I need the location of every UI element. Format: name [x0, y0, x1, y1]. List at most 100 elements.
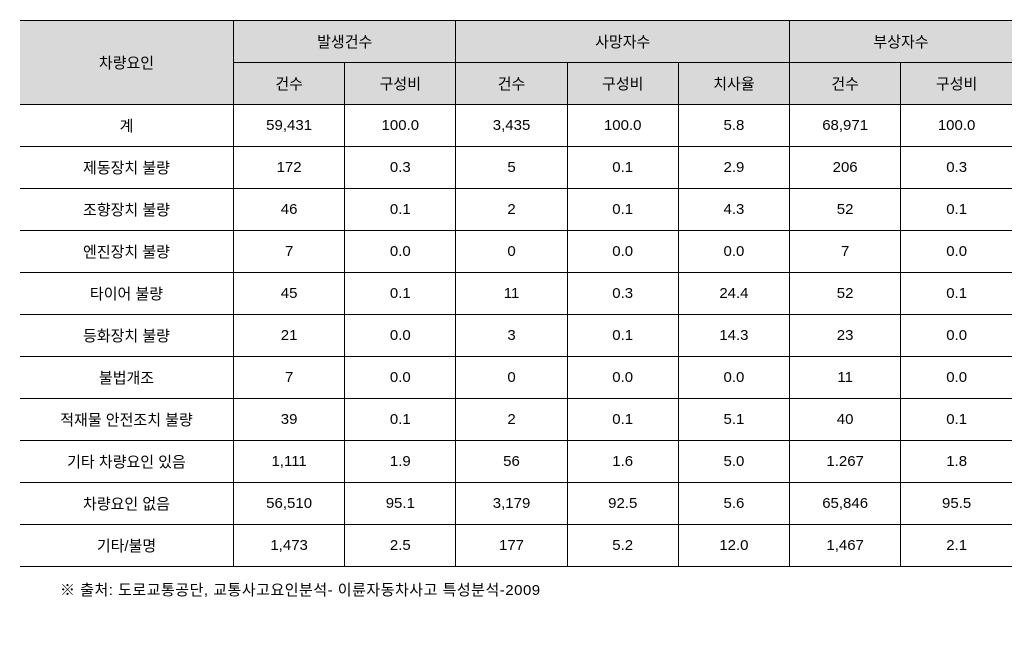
cell-fatality: 12.0 [678, 525, 789, 567]
cell-occ-ratio: 0.0 [345, 315, 456, 357]
cell-occ-ratio: 0.0 [345, 357, 456, 399]
cell-occ-count: 7 [234, 357, 345, 399]
cell-inj-count: 68,971 [790, 105, 901, 147]
cell-fatality: 2.9 [678, 147, 789, 189]
cell-fatality: 0.0 [678, 357, 789, 399]
cell-inj-ratio: 100.0 [901, 105, 1012, 147]
cell-occ-ratio: 2.5 [345, 525, 456, 567]
cell-death-count: 0 [456, 357, 567, 399]
cell-occ-count: 1,111 [234, 441, 345, 483]
table-row: 차량요인 없음56,51095.13,17992.55.665,84695.5 [20, 483, 1012, 525]
cell-inj-ratio: 0.0 [901, 315, 1012, 357]
table-body: 계59,431100.03,435100.05.868,971100.0제동장치… [20, 105, 1012, 567]
cell-fatality: 5.0 [678, 441, 789, 483]
cell-inj-count: 1,467 [790, 525, 901, 567]
header-fatality-rate: 치사율 [678, 63, 789, 105]
cell-factor: 불법개조 [20, 357, 234, 399]
header-occurrence: 발생건수 [234, 21, 456, 63]
cell-inj-count: 7 [790, 231, 901, 273]
cell-occ-ratio: 0.0 [345, 231, 456, 273]
cell-death-ratio: 0.0 [567, 357, 678, 399]
cell-inj-ratio: 0.1 [901, 189, 1012, 231]
header-inj-count: 건수 [790, 63, 901, 105]
header-occ-ratio: 구성비 [345, 63, 456, 105]
cell-death-ratio: 0.3 [567, 273, 678, 315]
cell-fatality: 4.3 [678, 189, 789, 231]
vehicle-factor-table: 차량요인 발생건수 사망자수 부상자수 건수 구성비 건수 구성비 치사율 건수… [20, 20, 1012, 567]
header-factor: 차량요인 [20, 21, 234, 105]
cell-occ-ratio: 0.1 [345, 399, 456, 441]
cell-inj-ratio: 0.0 [901, 231, 1012, 273]
table-row: 등화장치 불량210.030.114.3230.0 [20, 315, 1012, 357]
cell-inj-count: 11 [790, 357, 901, 399]
cell-inj-count: 52 [790, 189, 901, 231]
cell-inj-count: 206 [790, 147, 901, 189]
cell-factor: 적재물 안전조치 불량 [20, 399, 234, 441]
table-row: 계59,431100.03,435100.05.868,971100.0 [20, 105, 1012, 147]
table-row: 제동장치 불량1720.350.12.92060.3 [20, 147, 1012, 189]
cell-death-ratio: 0.0 [567, 231, 678, 273]
cell-death-ratio: 0.1 [567, 399, 678, 441]
cell-inj-ratio: 0.3 [901, 147, 1012, 189]
footnote: ※ 출처: 도로교통공단, 교통사고요인분석- 이륜자동차사고 특성분석-200… [60, 579, 1012, 600]
cell-death-ratio: 1.6 [567, 441, 678, 483]
table-row: 적재물 안전조치 불량390.120.15.1400.1 [20, 399, 1012, 441]
header-deaths: 사망자수 [456, 21, 790, 63]
cell-factor: 기타 차량요인 있음 [20, 441, 234, 483]
cell-inj-count: 65,846 [790, 483, 901, 525]
cell-death-ratio: 0.1 [567, 147, 678, 189]
cell-occ-count: 1,473 [234, 525, 345, 567]
cell-occ-ratio: 95.1 [345, 483, 456, 525]
cell-factor: 엔진장치 불량 [20, 231, 234, 273]
table-row: 기타/불명1,4732.51775.212.01,4672.1 [20, 525, 1012, 567]
cell-occ-ratio: 0.1 [345, 189, 456, 231]
cell-death-count: 3,179 [456, 483, 567, 525]
cell-fatality: 5.6 [678, 483, 789, 525]
cell-death-count: 0 [456, 231, 567, 273]
header-injuries: 부상자수 [790, 21, 1012, 63]
cell-fatality: 0.0 [678, 231, 789, 273]
cell-factor: 계 [20, 105, 234, 147]
cell-death-count: 3 [456, 315, 567, 357]
cell-fatality: 5.8 [678, 105, 789, 147]
cell-factor: 조향장치 불량 [20, 189, 234, 231]
cell-occ-ratio: 1.9 [345, 441, 456, 483]
cell-death-ratio: 92.5 [567, 483, 678, 525]
cell-occ-ratio: 100.0 [345, 105, 456, 147]
cell-death-count: 56 [456, 441, 567, 483]
cell-inj-count: 23 [790, 315, 901, 357]
cell-fatality: 5.1 [678, 399, 789, 441]
cell-factor: 등화장치 불량 [20, 315, 234, 357]
table-row: 불법개조70.000.00.0110.0 [20, 357, 1012, 399]
header-death-ratio: 구성비 [567, 63, 678, 105]
cell-death-count: 2 [456, 399, 567, 441]
cell-factor: 기타/불명 [20, 525, 234, 567]
cell-death-ratio: 0.1 [567, 189, 678, 231]
cell-occ-count: 59,431 [234, 105, 345, 147]
cell-death-count: 5 [456, 147, 567, 189]
cell-death-ratio: 5.2 [567, 525, 678, 567]
cell-death-count: 11 [456, 273, 567, 315]
cell-inj-ratio: 0.1 [901, 273, 1012, 315]
cell-inj-ratio: 95.5 [901, 483, 1012, 525]
table-row: 타이어 불량450.1110.324.4520.1 [20, 273, 1012, 315]
cell-death-count: 177 [456, 525, 567, 567]
cell-occ-count: 45 [234, 273, 345, 315]
cell-inj-ratio: 2.1 [901, 525, 1012, 567]
cell-occ-count: 21 [234, 315, 345, 357]
cell-death-ratio: 100.0 [567, 105, 678, 147]
cell-inj-ratio: 0.1 [901, 399, 1012, 441]
cell-inj-ratio: 0.0 [901, 357, 1012, 399]
cell-occ-count: 172 [234, 147, 345, 189]
cell-factor: 차량요인 없음 [20, 483, 234, 525]
cell-occ-count: 46 [234, 189, 345, 231]
cell-occ-count: 39 [234, 399, 345, 441]
table-row: 기타 차량요인 있음1,1111.9561.65.01.2671.8 [20, 441, 1012, 483]
table-row: 조향장치 불량460.120.14.3520.1 [20, 189, 1012, 231]
cell-inj-count: 40 [790, 399, 901, 441]
cell-occ-count: 56,510 [234, 483, 345, 525]
cell-inj-count: 1.267 [790, 441, 901, 483]
table-row: 엔진장치 불량70.000.00.070.0 [20, 231, 1012, 273]
cell-death-count: 3,435 [456, 105, 567, 147]
header-inj-ratio: 구성비 [901, 63, 1012, 105]
